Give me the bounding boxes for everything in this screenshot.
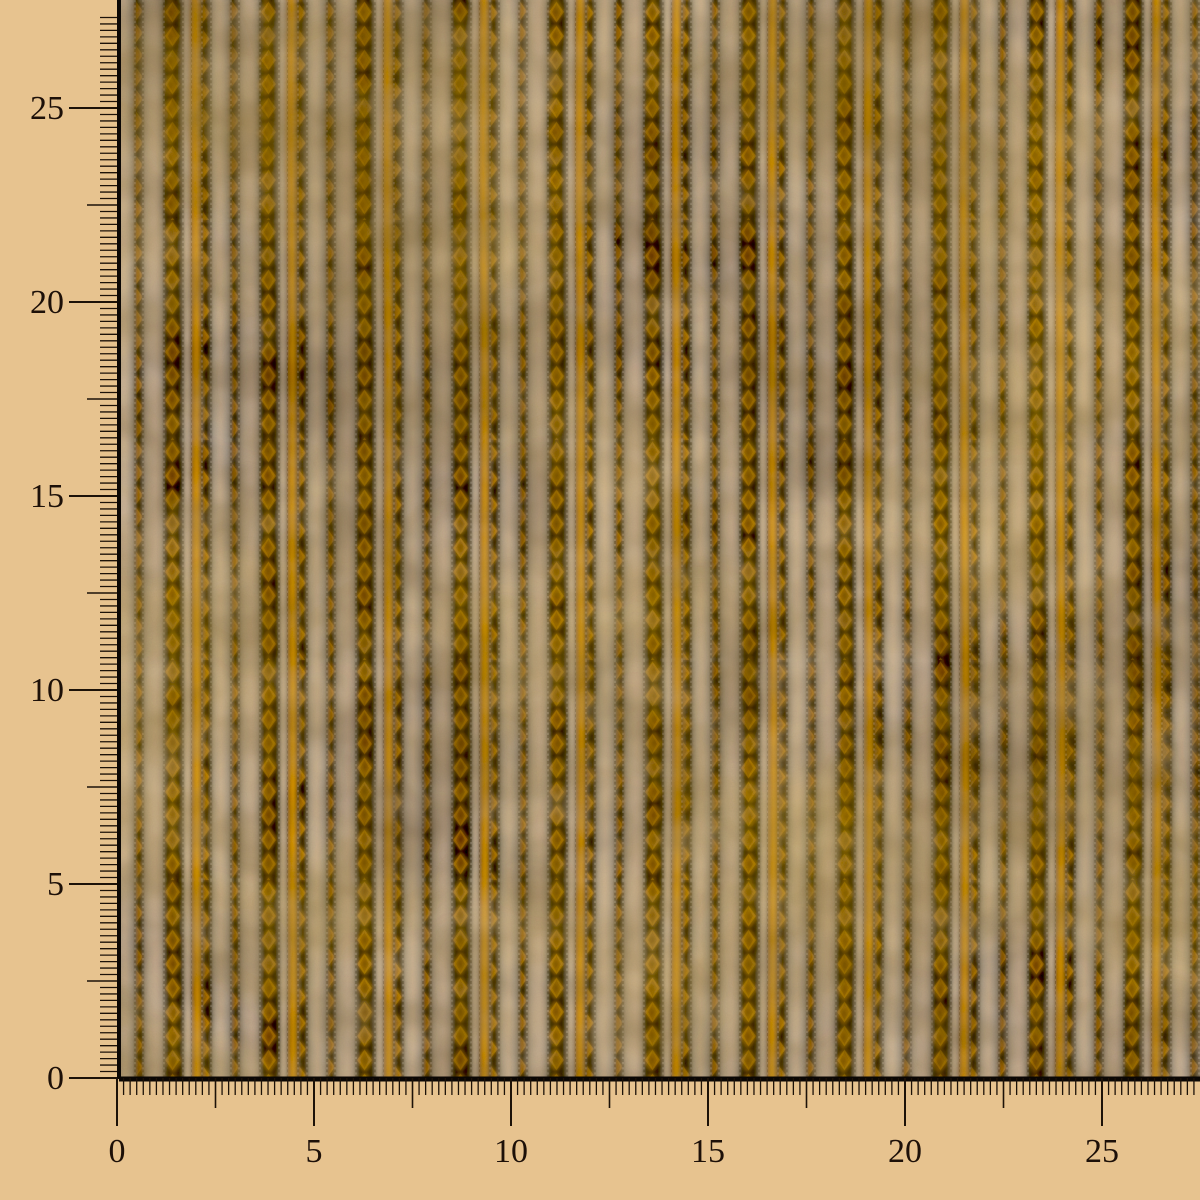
svg-text:25: 25 [30,90,64,127]
svg-text:15: 15 [691,1133,725,1170]
svg-text:25: 25 [1085,1133,1119,1170]
svg-text:0: 0 [109,1133,126,1170]
svg-text:20: 20 [888,1133,922,1170]
svg-text:0: 0 [47,1060,64,1097]
svg-text:5: 5 [306,1133,323,1170]
svg-text:20: 20 [30,284,64,321]
svg-text:15: 15 [30,478,64,515]
svg-text:10: 10 [494,1133,528,1170]
svg-text:10: 10 [30,672,64,709]
svg-text:5: 5 [47,866,64,903]
